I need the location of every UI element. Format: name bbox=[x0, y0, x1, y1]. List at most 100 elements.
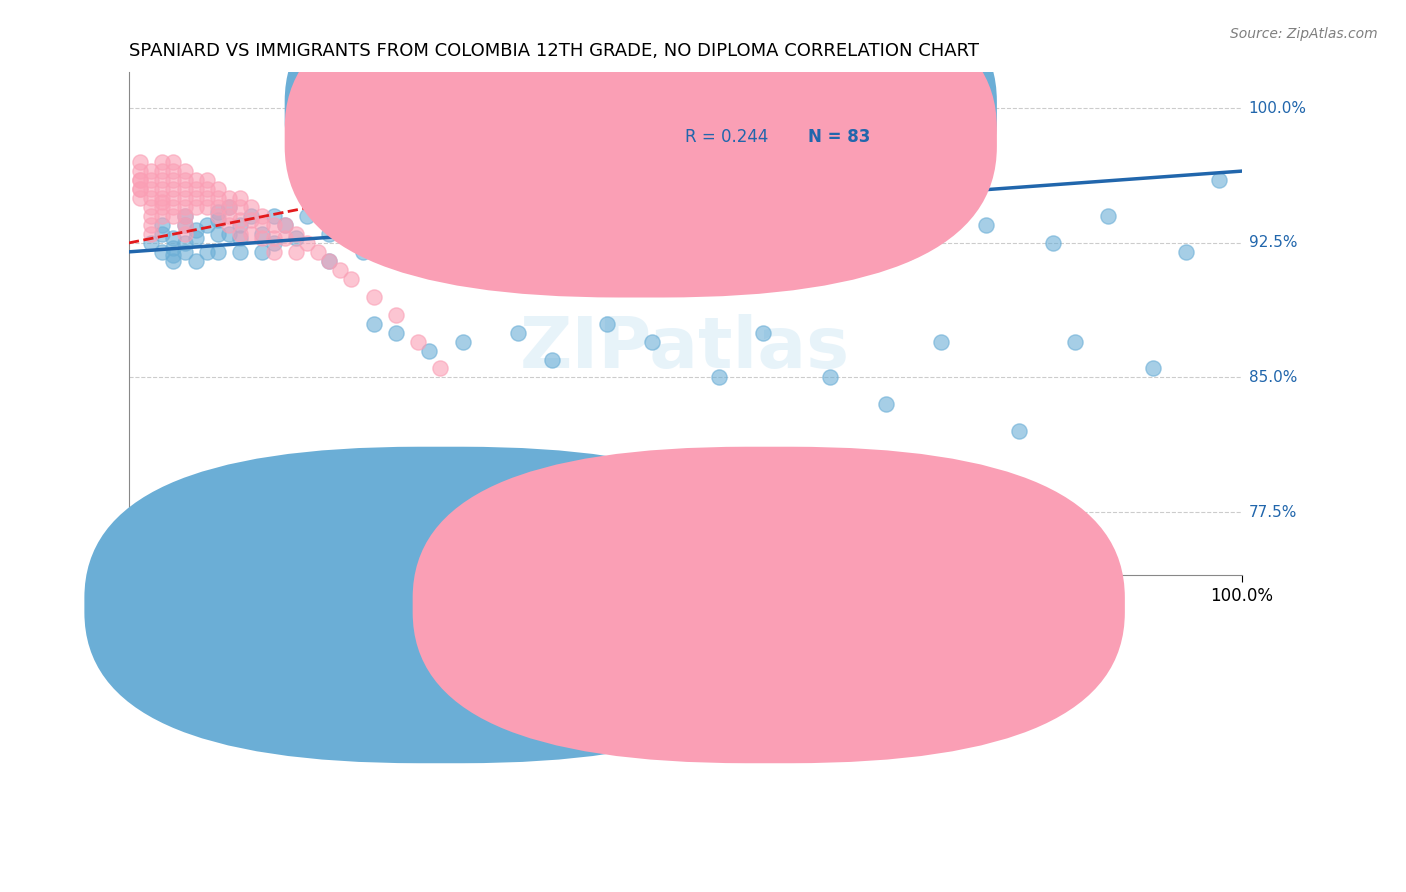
Point bbox=[875, 397, 897, 411]
Point bbox=[240, 227, 263, 241]
Point bbox=[173, 227, 195, 241]
Text: N = 75: N = 75 bbox=[807, 101, 870, 120]
Point bbox=[218, 218, 240, 232]
Point bbox=[284, 244, 307, 259]
Point bbox=[218, 227, 240, 241]
Point bbox=[173, 164, 195, 178]
Point bbox=[218, 200, 240, 214]
Point bbox=[162, 209, 184, 223]
Text: Immigrants from Colombia: Immigrants from Colombia bbox=[775, 596, 997, 614]
Point bbox=[1208, 173, 1230, 187]
Point bbox=[195, 244, 218, 259]
Point bbox=[129, 182, 152, 196]
Point bbox=[318, 253, 340, 268]
Point bbox=[530, 244, 553, 259]
Point bbox=[173, 209, 195, 223]
Text: Source: ZipAtlas.com: Source: ZipAtlas.com bbox=[1230, 27, 1378, 41]
Point bbox=[173, 244, 195, 259]
Point bbox=[340, 223, 363, 237]
Point bbox=[340, 272, 363, 286]
Point bbox=[218, 200, 240, 214]
Point bbox=[263, 235, 285, 250]
Point bbox=[173, 218, 195, 232]
Point bbox=[295, 209, 318, 223]
Point bbox=[707, 370, 730, 384]
Point bbox=[363, 317, 385, 331]
Point bbox=[974, 218, 997, 232]
Point bbox=[129, 173, 152, 187]
Point bbox=[229, 244, 252, 259]
Point bbox=[1142, 361, 1164, 376]
Point bbox=[207, 191, 229, 205]
Text: N = 83: N = 83 bbox=[807, 128, 870, 145]
Point bbox=[139, 209, 162, 223]
Point bbox=[207, 227, 229, 241]
Point bbox=[150, 218, 173, 232]
Point bbox=[150, 164, 173, 178]
Point bbox=[139, 235, 162, 250]
Point bbox=[329, 218, 352, 232]
Point bbox=[162, 241, 184, 255]
Point bbox=[195, 200, 218, 214]
Point bbox=[263, 230, 285, 244]
Point bbox=[173, 182, 195, 196]
Point bbox=[673, 218, 696, 232]
Point bbox=[173, 191, 195, 205]
Point bbox=[139, 191, 162, 205]
Point bbox=[396, 244, 419, 259]
Point bbox=[207, 200, 229, 214]
Point bbox=[207, 182, 229, 196]
Point bbox=[207, 205, 229, 219]
Point bbox=[318, 253, 340, 268]
Text: Spaniards: Spaniards bbox=[477, 596, 560, 614]
Point bbox=[139, 218, 162, 232]
Point bbox=[139, 164, 162, 178]
Point bbox=[307, 200, 329, 214]
Point bbox=[173, 209, 195, 223]
Point bbox=[218, 209, 240, 223]
Point bbox=[318, 227, 340, 241]
Text: R = 0.244: R = 0.244 bbox=[685, 128, 769, 145]
Point bbox=[1063, 334, 1085, 349]
Point bbox=[295, 235, 318, 250]
Point bbox=[150, 209, 173, 223]
Point bbox=[240, 200, 263, 214]
Point bbox=[352, 244, 374, 259]
Point bbox=[207, 244, 229, 259]
Point bbox=[129, 155, 152, 169]
Point bbox=[139, 182, 162, 196]
Point bbox=[385, 308, 408, 322]
Point bbox=[162, 164, 184, 178]
Point bbox=[150, 244, 173, 259]
Point bbox=[429, 361, 451, 376]
Point bbox=[184, 223, 207, 237]
Point bbox=[418, 343, 440, 358]
Point bbox=[184, 230, 207, 244]
Point bbox=[508, 549, 530, 564]
Point bbox=[752, 326, 775, 340]
Text: 100.0%: 100.0% bbox=[1249, 101, 1306, 116]
Point bbox=[273, 218, 295, 232]
Point bbox=[786, 209, 808, 223]
Point bbox=[129, 164, 152, 178]
Point bbox=[252, 209, 274, 223]
Point bbox=[929, 334, 952, 349]
Point bbox=[173, 200, 195, 214]
Point bbox=[897, 244, 920, 259]
Point bbox=[562, 209, 585, 223]
Point bbox=[150, 155, 173, 169]
Point bbox=[150, 227, 173, 241]
Point bbox=[240, 209, 263, 223]
Point bbox=[229, 218, 252, 232]
Point bbox=[150, 182, 173, 196]
Point bbox=[229, 230, 252, 244]
Point bbox=[307, 244, 329, 259]
Point bbox=[162, 191, 184, 205]
Point bbox=[841, 244, 863, 259]
Text: SPANIARD VS IMMIGRANTS FROM COLOMBIA 12TH GRADE, NO DIPLOMA CORRELATION CHART: SPANIARD VS IMMIGRANTS FROM COLOMBIA 12T… bbox=[129, 42, 979, 60]
FancyBboxPatch shape bbox=[284, 0, 997, 298]
Point bbox=[474, 235, 496, 250]
FancyBboxPatch shape bbox=[412, 447, 1125, 764]
Point bbox=[184, 173, 207, 187]
Point bbox=[129, 173, 152, 187]
